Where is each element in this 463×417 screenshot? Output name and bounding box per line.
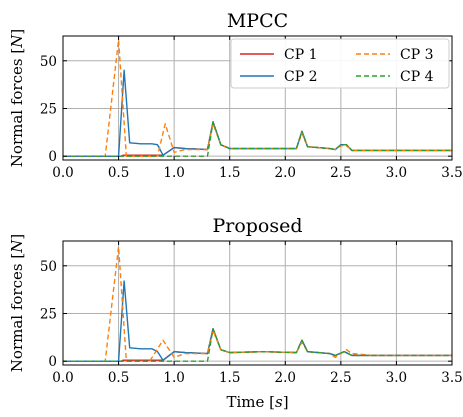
series-group xyxy=(63,246,452,362)
subplot-title: MPCC xyxy=(227,10,288,32)
y-tick-label: 0 xyxy=(48,149,57,165)
series-group xyxy=(63,39,452,157)
y-tick-label: 50 xyxy=(40,54,57,70)
series-line-cp-4 xyxy=(63,121,452,157)
x-tick-label: 0.0 xyxy=(52,165,73,181)
x-tick-label: 2.5 xyxy=(330,370,351,386)
series-line-cp-4 xyxy=(63,328,452,362)
x-tick-label: 0.5 xyxy=(108,165,129,181)
x-tick-label: 0.0 xyxy=(52,370,73,386)
series-line-cp-1 xyxy=(63,328,452,362)
x-tick-label: 0.5 xyxy=(108,370,129,386)
x-tick-label: 3.5 xyxy=(441,165,462,181)
axes-frame xyxy=(62,240,453,366)
y-tick-label: 50 xyxy=(40,259,57,275)
legend-label: CP 3 xyxy=(400,47,434,63)
x-tick-label: 2.0 xyxy=(275,370,296,386)
series-line-cp-3 xyxy=(63,246,452,362)
legend-label: CP 4 xyxy=(400,69,434,85)
x-tick-label: 3.0 xyxy=(386,370,407,386)
legend-label: CP 1 xyxy=(284,47,318,63)
subplot-2: Proposed 0.0 0.5 1.0 1.5 2.0 2.5 3.0 3.5 0 25 50 Nor… xyxy=(8,215,463,386)
x-tick-label: 2.0 xyxy=(275,165,296,181)
axes-frame xyxy=(62,35,453,161)
y-tick-label: 25 xyxy=(40,306,57,322)
y-tick-label: 25 xyxy=(40,101,57,117)
x-tick-label: 1.5 xyxy=(219,370,240,386)
x-tick-label: 3.5 xyxy=(441,370,462,386)
subplot-1: MPCC 0.0 0.5 1.0 1.5 2.0 2.5 3.0 3.5 0 25 50 Normal … xyxy=(8,10,463,181)
legend: CP 1 CP 2 CP 3 CP 4 xyxy=(230,38,450,89)
y-axis-label: Normal forces [N] xyxy=(8,234,26,372)
x-axis-label: Time [s] xyxy=(226,393,288,411)
x-tick-label: 3.0 xyxy=(386,165,407,181)
y-tick-label: 0 xyxy=(48,354,57,370)
x-tick-label: 1.0 xyxy=(163,370,184,386)
y-axis-label: Normal forces [N] xyxy=(8,29,26,167)
legend-box xyxy=(230,38,450,89)
x-tick-label: 2.5 xyxy=(330,165,351,181)
legend-label: CP 2 xyxy=(284,69,318,85)
subplot-title: Proposed xyxy=(212,215,302,237)
x-tick-label: 1.0 xyxy=(163,165,184,181)
x-tick-label: 1.5 xyxy=(219,165,240,181)
